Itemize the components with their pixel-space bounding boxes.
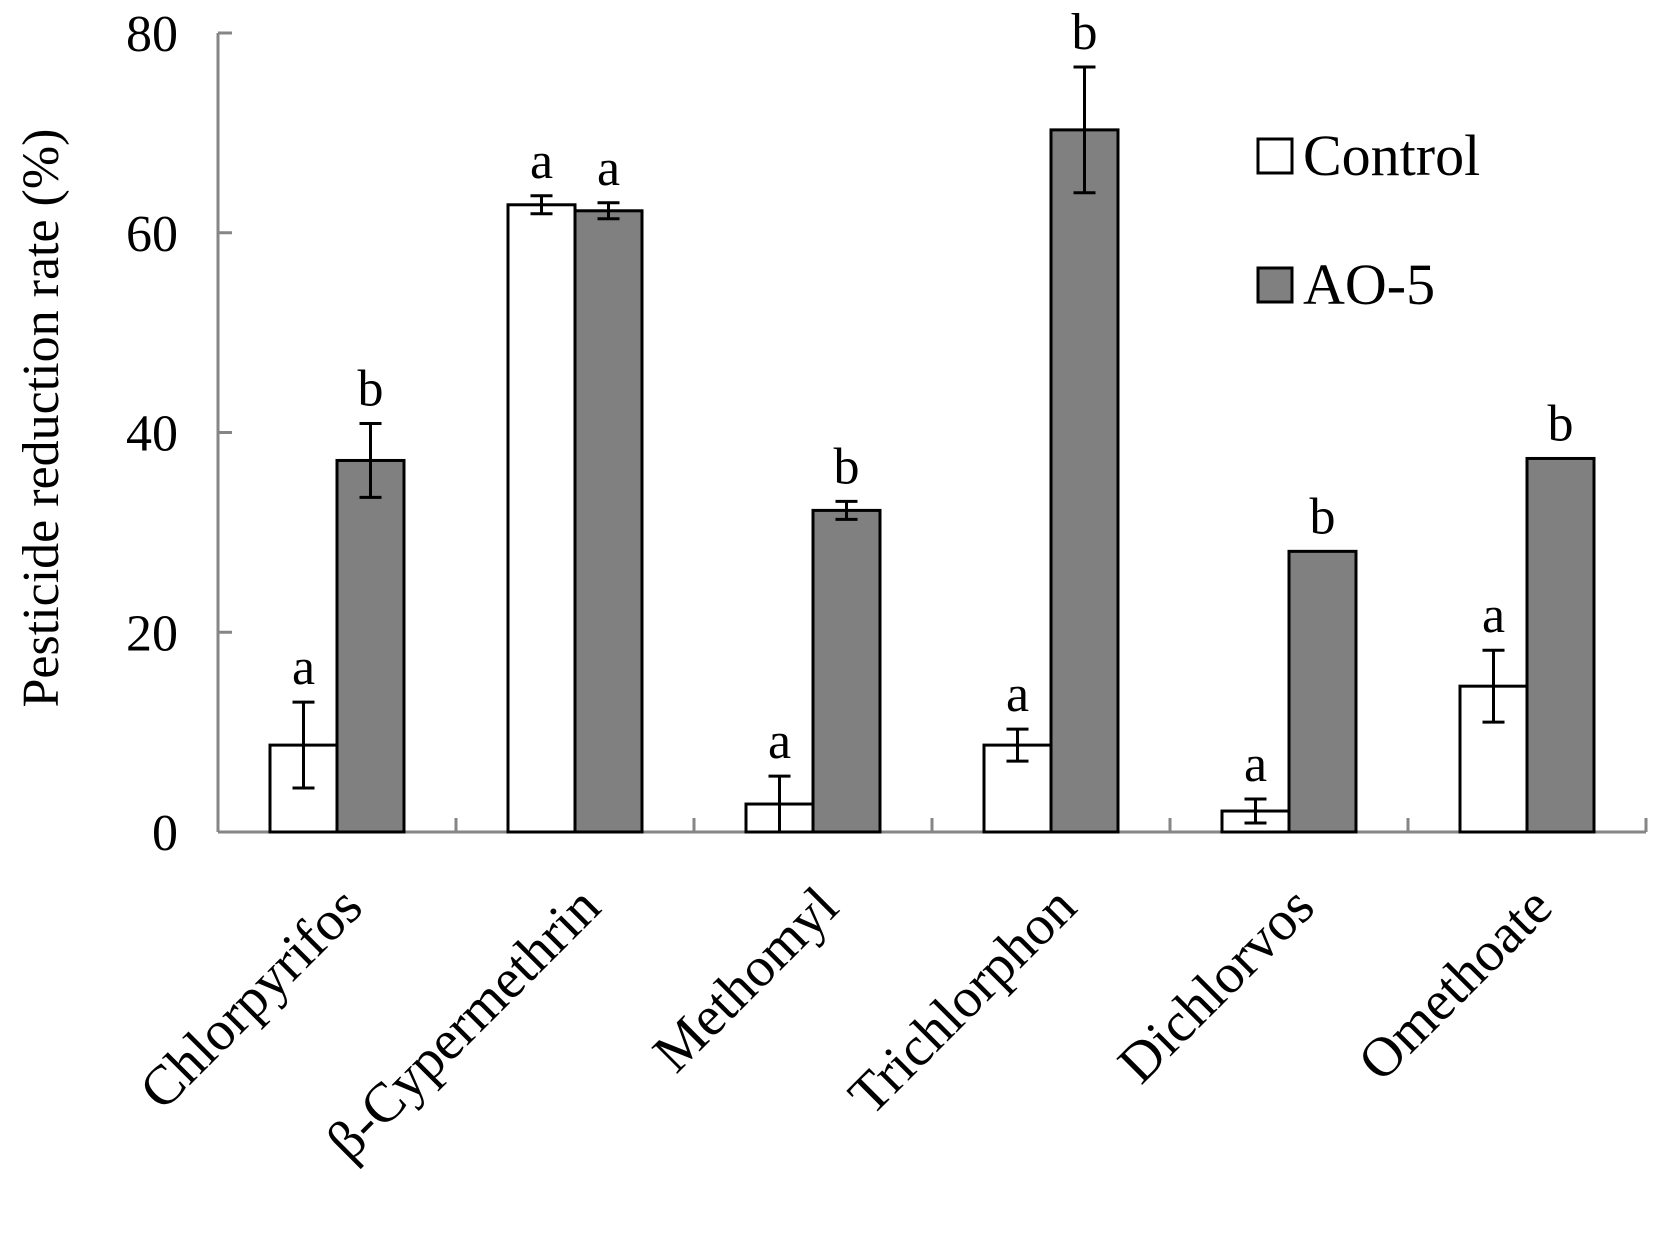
category-label: Omethoate: [1347, 875, 1565, 1093]
significance-letter: a: [530, 133, 553, 190]
bars-layer: [268, 65, 1596, 834]
legend-label-ao5: AO-5: [1303, 252, 1435, 317]
significance-letter: a: [768, 713, 791, 770]
significance-letter: a: [1482, 587, 1505, 644]
category-label: Dichlorvos: [1106, 875, 1326, 1095]
significance-letter: b: [1548, 395, 1574, 452]
y-tick-label: 80: [126, 6, 178, 63]
legend: Control AO-5: [1256, 123, 1480, 317]
significance-letter: a: [292, 639, 315, 696]
y-tick-label: 0: [152, 805, 178, 862]
significance-letter: a: [1006, 666, 1029, 723]
significance-letter: b: [1072, 4, 1098, 61]
bar-ao5: [573, 209, 644, 834]
bar-ao5: [1049, 128, 1120, 834]
bar-ao5: [1525, 456, 1596, 834]
y-axis-label: Pesticide reduction rate (%): [13, 129, 70, 708]
legend-swatch-ao5: [1256, 266, 1294, 304]
bar-ao5: [1287, 549, 1358, 834]
bar-ao5: [811, 508, 882, 834]
significance-letter: b: [834, 438, 860, 495]
bar-control: [506, 203, 577, 834]
category-label: Methomyl: [641, 875, 850, 1084]
legend-swatch-control: [1256, 137, 1294, 175]
bar-ao5: [335, 458, 406, 834]
y-tick-label: 40: [126, 406, 178, 463]
y-tick-label: 20: [126, 605, 178, 662]
category-label: Trichlorphon: [837, 875, 1088, 1126]
significance-letter: a: [1244, 736, 1267, 793]
category-label: Chlorpyrifos: [128, 875, 374, 1121]
significance-letter: a: [597, 140, 620, 197]
legend-label-control: Control: [1303, 123, 1480, 188]
significance-letter: b: [358, 361, 384, 418]
y-tick-label: 60: [126, 206, 178, 263]
axes: 0 20 40 60 80: [126, 6, 1648, 862]
significance-letter: b: [1310, 488, 1336, 545]
